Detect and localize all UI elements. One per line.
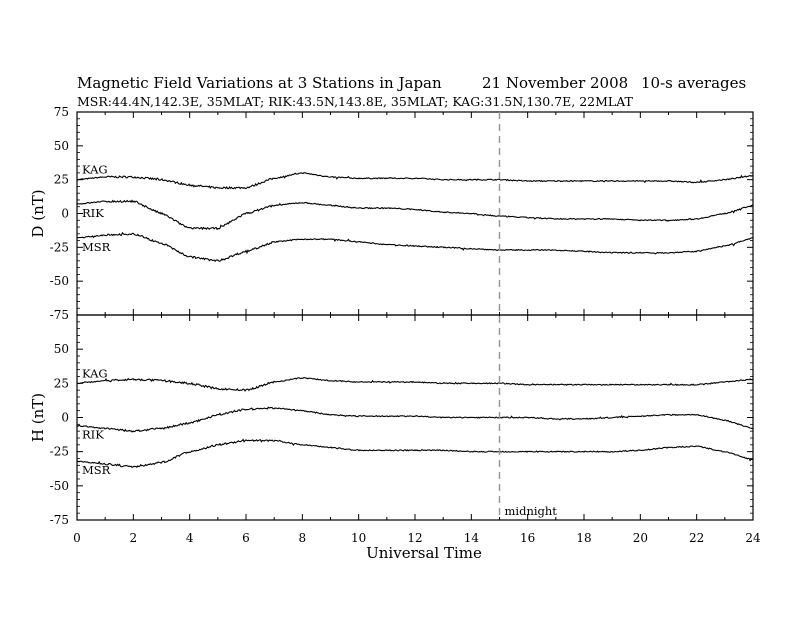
d-ytick-label: -75 [50,308,69,322]
h-series-msr [76,438,753,469]
h-panel-frame [76,314,754,521]
h-series-label-rik: RIK [82,428,104,442]
x-tick-label: 16 [520,531,535,545]
d-ytick-label: -50 [50,274,69,288]
x-tick-label: 4 [186,531,194,545]
d-ytick-label: -25 [50,240,69,254]
h-series-label-kag: KAG [82,366,108,380]
x-tick-label: 10 [351,531,366,545]
d-ytick-label: 25 [54,173,69,187]
h-ytick-label: -75 [50,513,69,527]
h-series-rik [76,406,754,433]
x-tick-label: 2 [130,531,138,545]
h-ytick-label: 25 [54,376,69,390]
d-series-rik [76,199,754,231]
d-panel: 75 50 25 0 -25 -50 -75 D (nT) KAG RIK MSR [29,105,754,322]
d-series-label-msr: MSR [82,240,111,254]
h-series-kag [76,376,754,392]
h-ytick-label: 0 [61,411,69,425]
x-tick-label: 18 [576,531,591,545]
x-tick-label: 6 [242,531,250,545]
h-ytick-label: -50 [50,479,69,493]
d-ytick-label: 75 [54,105,69,119]
h-series-label-msr: MSR [82,463,111,477]
figure-title: Magnetic Field Variations at 3 Stations … [77,74,442,92]
d-ytick-label: 50 [54,139,69,153]
x-tick-label: 0 [73,531,81,545]
date-label: 21 November 2008 [482,74,628,92]
d-series-msr [76,231,753,263]
h-ytick-label: -25 [50,445,69,459]
x-tick-label: 14 [464,531,480,545]
d-panel-frame [76,111,754,316]
x-tick-label: 24 [745,531,761,545]
x-tick-label: 20 [633,531,648,545]
figure-subtitle: MSR:44.4N,142.3E, 35MLAT; RIK:43.5N,143.… [77,94,634,109]
x-tick-label: 12 [407,531,422,545]
averaging-label: 10-s averages [641,74,746,92]
d-series-kag [76,172,754,190]
x-axis-title: Universal Time [366,544,482,562]
d-series-label-rik: RIK [82,206,104,220]
h-ytick-label: 50 [54,342,69,356]
d-ytick-label: 0 [61,207,69,221]
d-axis-label: D (nT) [29,189,47,237]
x-tick-label: 8 [299,531,307,545]
x-tick-label: 22 [689,531,704,545]
midnight-label: midnight [505,504,558,518]
d-series-label-kag: KAG [82,163,108,177]
h-axis-label: H (nT) [29,393,47,442]
